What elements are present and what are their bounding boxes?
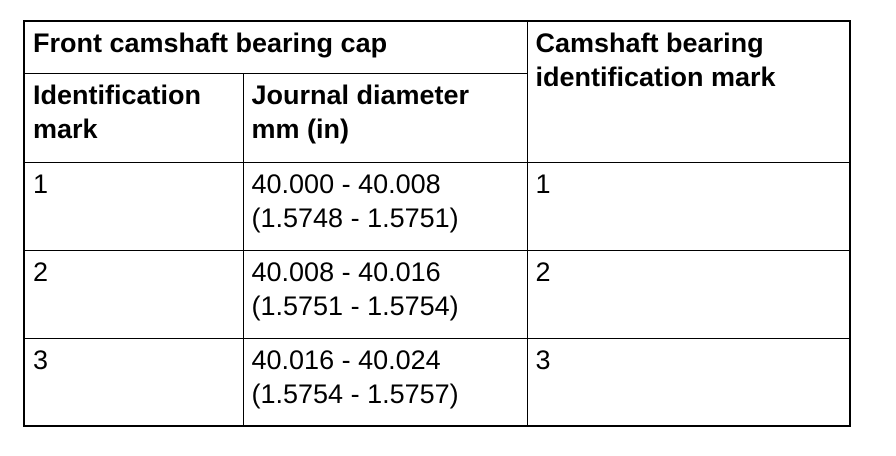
table-row: 3 40.016 - 40.024 (1.5754 - 1.5757) 3 — [23, 337, 851, 427]
camshaft-journal-spec-table: Front camshaft bearing cap Camshaft bear… — [23, 20, 852, 427]
diameter-in: (1.5754 - 1.5757) — [251, 378, 459, 409]
diameter-mm: 40.008 - 40.016 — [251, 256, 441, 287]
table-row: 1 40.000 - 40.008 (1.5748 - 1.5751) 1 — [23, 161, 851, 251]
diameter-in: (1.5751 - 1.5754) — [251, 290, 459, 321]
identification-mark-cell: 1 — [23, 161, 244, 251]
bearing-mark-cell: 2 — [526, 249, 851, 339]
header-row-1: Front camshaft bearing cap Camshaft bear… — [23, 20, 851, 163]
bearing-mark-cell: 3 — [526, 337, 851, 427]
bearing-mark-cell: 1 — [526, 161, 851, 251]
identification-mark-header: Identification mark — [23, 72, 244, 163]
journal-diameter-header: Journal diameter mm (in) — [242, 72, 528, 163]
front-cap-group-header: Front camshaft bearing cap — [23, 20, 528, 74]
journal-diameter-cell: 40.016 - 40.024 (1.5754 - 1.5757) — [242, 337, 528, 427]
journal-diameter-header-line-1: Journal diameter — [251, 79, 470, 110]
bearing-id-mark-header-line-1: Camshaft bearing — [535, 28, 764, 58]
journal-diameter-header-line-2: mm (in) — [251, 113, 350, 144]
bearing-id-mark-header-line-2: identification mark — [535, 62, 776, 92]
identification-mark-header-line-2: mark — [33, 113, 98, 144]
identification-mark-header-line-1: Identification — [33, 79, 201, 110]
bearing-id-mark-header: Camshaft bearing identification mark — [526, 20, 851, 163]
diameter-mm: 40.016 - 40.024 — [251, 344, 441, 375]
table-row: 2 40.008 - 40.016 (1.5751 - 1.5754) 2 — [23, 249, 851, 339]
identification-mark-cell: 3 — [23, 337, 244, 427]
identification-mark-cell: 2 — [23, 249, 244, 339]
diameter-mm: 40.000 - 40.008 — [251, 168, 441, 199]
journal-diameter-cell: 40.008 - 40.016 (1.5751 - 1.5754) — [242, 249, 528, 339]
diameter-in: (1.5748 - 1.5751) — [251, 202, 459, 233]
journal-diameter-cell: 40.000 - 40.008 (1.5748 - 1.5751) — [242, 161, 528, 251]
